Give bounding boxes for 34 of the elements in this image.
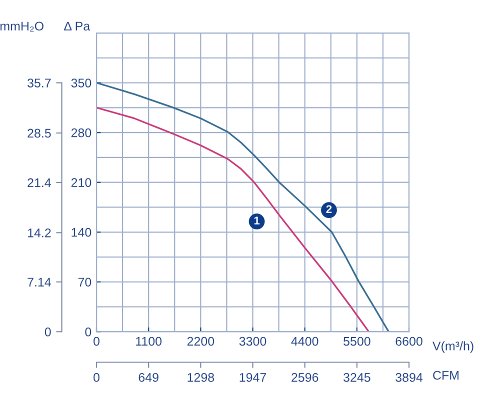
y2-tick-label: 28.5 <box>28 128 51 138</box>
y-tick-label: 0 <box>85 327 92 336</box>
y-tick-label: 350 <box>71 78 92 88</box>
y-tick-label: 280 <box>71 128 92 138</box>
x-tick-label: 0 <box>94 336 100 346</box>
x-tick-label: 3300 <box>239 336 266 346</box>
x2-tick-label: 1947 <box>240 372 266 382</box>
x2-tick-label: 2596 <box>292 372 318 382</box>
x2-tick-label: 1298 <box>188 372 214 382</box>
y-tick-label: 70 <box>78 278 92 287</box>
x-tick-label: 6600 <box>396 336 422 346</box>
y2-tick-label: 14.2 <box>28 228 51 238</box>
x2-tick-label: 3245 <box>343 372 370 382</box>
x-axis-title: V(m³/h) <box>432 341 474 353</box>
y2-tick-label: 7.14 <box>28 278 51 286</box>
line-series <box>96 106 370 332</box>
y2-axis-title: mmH₂O <box>0 22 44 32</box>
x2-tick-label: 649 <box>138 372 158 382</box>
line-series <box>96 82 390 332</box>
x2-tick-label: 3894 <box>396 372 423 382</box>
x-tick-label: 1100 <box>136 336 162 346</box>
y-axis-title: Δ Pa <box>64 22 90 31</box>
annotation: 2 <box>326 205 332 213</box>
x2-axis-title: CFM <box>433 370 458 380</box>
annotation: 1 <box>254 216 260 224</box>
x-tick-label: 5500 <box>344 336 370 346</box>
x-tick-label: 4400 <box>291 336 318 346</box>
x2-tick-label: 0 <box>94 372 100 382</box>
y2-tick-label: 35.7 <box>28 78 51 88</box>
y2-tick-label: 0 <box>44 327 51 336</box>
y-tick-label: 140 <box>72 228 92 237</box>
y-tick-label: 210 <box>71 178 92 188</box>
y2-tick-label: 21.4 <box>28 178 51 188</box>
x-tick-label: 2200 <box>187 336 214 346</box>
